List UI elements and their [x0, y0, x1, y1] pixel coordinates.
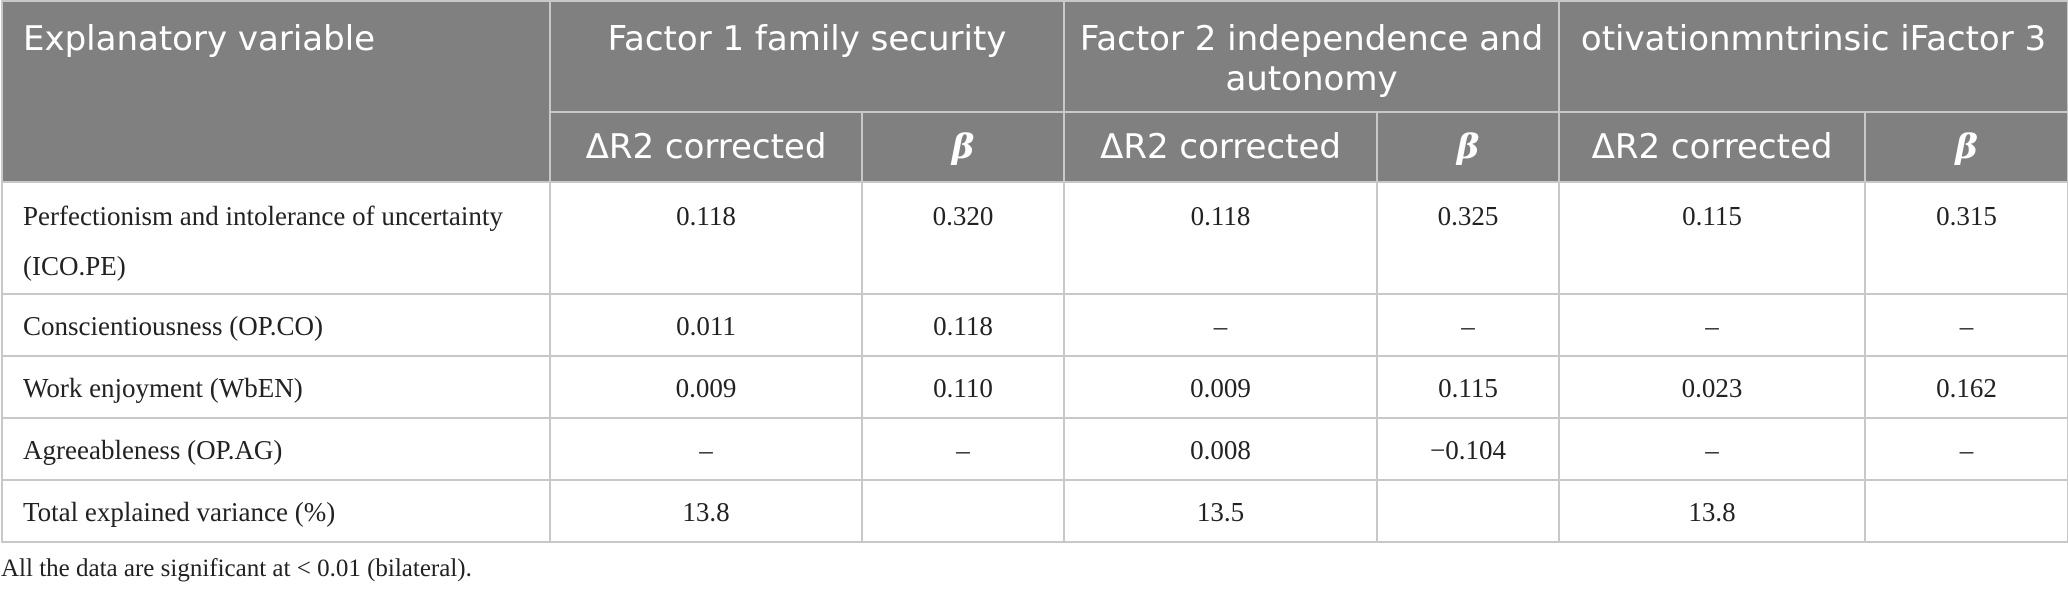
row-label: Conscientiousness (OP.CO): [1, 293, 551, 357]
table-cell: –: [1558, 417, 1867, 481]
table-cell: 0.325: [1376, 181, 1561, 295]
table-cell: 0.011: [549, 293, 863, 357]
table-cell: 0.110: [860, 355, 1066, 419]
row-label: Agreeableness (OP.AG): [1, 417, 551, 481]
table-cell: 0.118: [860, 293, 1066, 357]
table-cell: 0.023: [1558, 355, 1867, 419]
table-cell: 13.8: [1558, 479, 1867, 543]
table-row: Perfectionism and intolerance of uncerta…: [1, 181, 2068, 295]
table-cell: 13.5: [1063, 479, 1379, 543]
header-factor-1: Factor 1 family security: [548, 0, 1066, 113]
table-cell: –: [1864, 293, 2068, 357]
header-f1-delta-r2: ΔR2 corrected: [549, 111, 863, 183]
table-cell: 0.115: [1558, 181, 1867, 295]
table-cell: [1376, 479, 1561, 543]
header-factor-2: Factor 2 independence and autonomy: [1063, 0, 1561, 113]
table-cell: 0.162: [1864, 355, 2068, 419]
table-row: Total explained variance (%) 13.8 13.5 1…: [1, 479, 2068, 543]
header-f2-delta-r2: ΔR2 corrected: [1063, 111, 1379, 183]
table-row: Conscientiousness (OP.CO) 0.011 0.118 – …: [1, 293, 2068, 357]
row-label: Total explained variance (%): [1, 479, 551, 543]
header-row-metrics: ΔR2 corrected β ΔR2 corrected β ΔR2 corr…: [2, 111, 2068, 183]
table-cell: 0.008: [1063, 417, 1379, 481]
table-cell: 0.315: [1864, 181, 2068, 295]
table-cell: 0.118: [549, 181, 863, 295]
table-cell: [1864, 479, 2068, 543]
table-row: Agreeableness (OP.AG) – – 0.008 −0.104 –…: [1, 417, 2068, 481]
table-cell: [860, 479, 1066, 543]
table-row: Work enjoyment (WbEN) 0.009 0.110 0.009 …: [1, 355, 2068, 419]
header-f3-delta-r2: ΔR2 corrected: [1558, 111, 1867, 183]
table-cell: 0.320: [860, 181, 1066, 295]
header-f1-beta: β: [860, 111, 1066, 183]
table-cell: 0.115: [1376, 355, 1561, 419]
table-cell: –: [1558, 293, 1867, 357]
table-cell: 13.8: [549, 479, 863, 543]
header-f2-beta: β: [1376, 111, 1561, 183]
table-cell: –: [549, 417, 863, 481]
header-explanatory-variable: Explanatory variable: [1, 0, 551, 183]
header-f3-beta: β: [1864, 111, 2068, 183]
table-cell: –: [860, 417, 1066, 481]
table-cell: –: [1063, 293, 1379, 357]
table-cell: 0.009: [549, 355, 863, 419]
table-footnote: All the data are significant at < 0.01 (…: [1, 555, 472, 582]
row-label: Work enjoyment (WbEN): [1, 355, 551, 419]
regression-table: Explanatory variable Factor 1 family sec…: [1, 0, 2068, 543]
table-cell: –: [1376, 293, 1561, 357]
table-cell: −0.104: [1376, 417, 1561, 481]
header-factor-3: otivationmntrinsic iFactor 3: [1558, 0, 2068, 113]
table-cell: 0.009: [1063, 355, 1379, 419]
table-cell: –: [1864, 417, 2068, 481]
table-cell: 0.118: [1063, 181, 1379, 295]
row-label: Perfectionism and intolerance of uncerta…: [1, 181, 551, 295]
header-row-factors: Explanatory variable Factor 1 family sec…: [1, 0, 2068, 183]
